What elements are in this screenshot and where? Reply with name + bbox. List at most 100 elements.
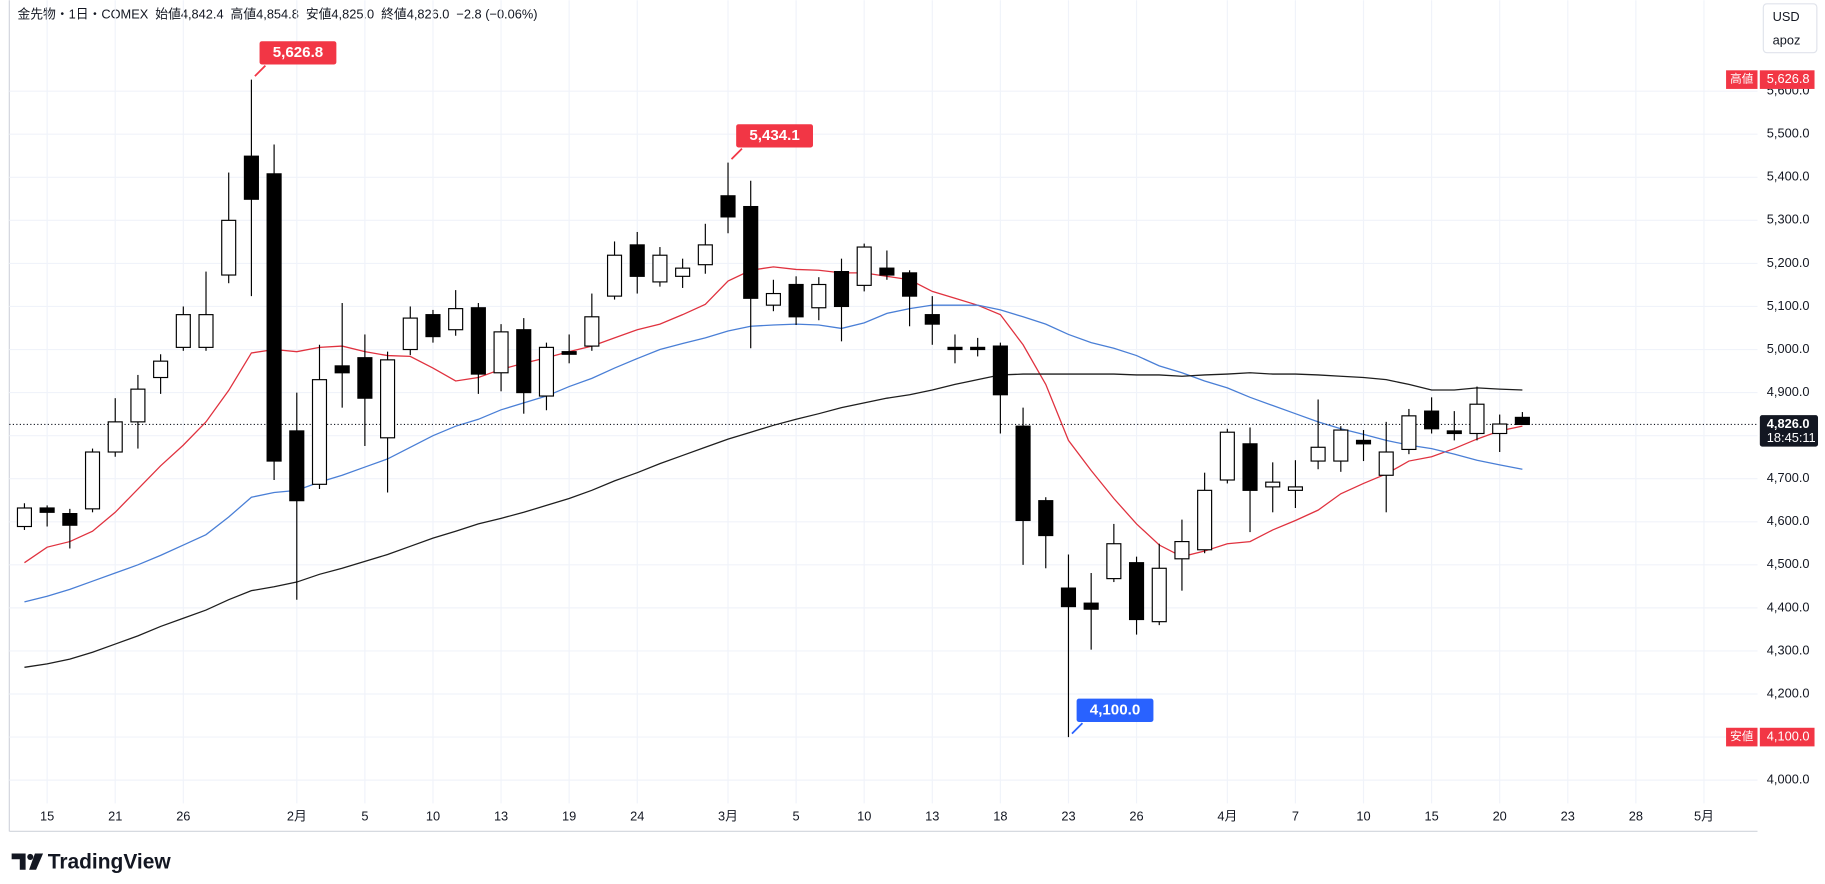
candle-body bbox=[425, 314, 441, 338]
candle-body bbox=[243, 155, 259, 200]
y-tick-label: 5,400.0 bbox=[1767, 169, 1810, 184]
x-tick-label: 24 bbox=[630, 809, 644, 824]
x-tick-label: 10 bbox=[1356, 809, 1370, 824]
x-tick-label: 20 bbox=[1493, 809, 1507, 824]
last-price-box bbox=[1759, 415, 1819, 447]
candle-body bbox=[1514, 416, 1530, 426]
price-tag-label: 5,626.8 bbox=[1767, 71, 1810, 86]
candle-body bbox=[720, 195, 736, 218]
candle-body bbox=[606, 254, 623, 297]
candle-body bbox=[221, 219, 237, 276]
candle-body bbox=[1333, 429, 1349, 462]
candle-body bbox=[561, 351, 577, 355]
price-tag-name: 高値 bbox=[1730, 72, 1754, 86]
candle-body bbox=[175, 314, 191, 348]
ohlc-value: 4,842.4 bbox=[181, 7, 224, 22]
candle-body bbox=[357, 357, 373, 399]
candle-body bbox=[1128, 562, 1145, 621]
y-tick-label: 5,100.0 bbox=[1767, 298, 1810, 313]
candle-body bbox=[130, 388, 146, 423]
y-tick-label: 4,300.0 bbox=[1767, 642, 1810, 657]
high-callout-box bbox=[736, 124, 813, 148]
candle-body bbox=[629, 244, 645, 277]
logo-mark bbox=[27, 853, 34, 860]
candle-body bbox=[652, 254, 668, 283]
candle-body bbox=[1015, 425, 1031, 522]
candle-body bbox=[1242, 443, 1258, 491]
logo-mark bbox=[29, 853, 44, 870]
candle-body bbox=[1083, 602, 1099, 610]
x-tick-label: 18 bbox=[993, 809, 1007, 824]
x-tick-label: 26 bbox=[176, 809, 190, 824]
x-tick-label: 26 bbox=[1129, 809, 1143, 824]
user[interactable]: apoz bbox=[1773, 32, 1801, 47]
x-tick-label: 23 bbox=[1061, 809, 1075, 824]
x-tick-label: 15 bbox=[1424, 809, 1438, 824]
y-tick-label: 4,400.0 bbox=[1767, 599, 1810, 614]
low-callout-pointer bbox=[1071, 722, 1084, 735]
change: −2.8 (−0.06%) bbox=[456, 7, 537, 22]
y-tick-label: 4,500.0 bbox=[1767, 556, 1810, 571]
ohlc-value: 4,854.8 bbox=[256, 7, 299, 22]
candle-body bbox=[584, 316, 600, 347]
x-tick-label: 5 bbox=[361, 809, 368, 824]
candle-body bbox=[1219, 431, 1235, 481]
y-tick-label: 4,700.0 bbox=[1767, 470, 1810, 485]
high-callout-pointer bbox=[730, 148, 743, 160]
x-tick-label: 13 bbox=[494, 809, 508, 824]
currency-box[interactable] bbox=[1762, 3, 1818, 54]
x-tick-label: 23 bbox=[1561, 809, 1575, 824]
high-callout-label: 5,434.1 bbox=[749, 127, 799, 144]
price-tag-name-box bbox=[1726, 70, 1758, 89]
currency[interactable]: USD bbox=[1773, 9, 1800, 24]
candle-body bbox=[1287, 486, 1303, 491]
candle-body bbox=[1492, 423, 1508, 435]
candle-body bbox=[84, 451, 101, 510]
candle-body bbox=[380, 359, 396, 439]
x-tick-label: 4月 bbox=[1217, 809, 1237, 824]
candle-body bbox=[107, 421, 123, 453]
candle-body bbox=[1469, 403, 1485, 435]
price-tag-box bbox=[1759, 727, 1815, 747]
moving-average bbox=[24, 372, 1523, 668]
candle-body bbox=[970, 346, 986, 351]
price-tag-name: 安値 bbox=[1730, 729, 1754, 743]
candle-body bbox=[879, 267, 895, 276]
logo bbox=[11, 853, 44, 870]
x-tick-label: 19 bbox=[562, 809, 576, 824]
candle-body bbox=[289, 430, 305, 502]
candle-body bbox=[1424, 410, 1440, 430]
ohlc-label: 安値 bbox=[306, 7, 332, 22]
candle-body bbox=[924, 314, 940, 325]
candle-body bbox=[811, 283, 827, 309]
x-tick-label: 7 bbox=[1292, 809, 1299, 824]
logo-mark bbox=[11, 853, 26, 870]
candle-body bbox=[947, 346, 963, 351]
candle-body bbox=[1265, 481, 1281, 488]
x-tick-label: 5 bbox=[793, 809, 800, 824]
x-tick-label: 10 bbox=[426, 809, 440, 824]
brand: TradingView bbox=[48, 850, 172, 873]
candle-body bbox=[833, 271, 850, 308]
ohlc-label: 高値 bbox=[231, 7, 257, 22]
y-tick-label: 4,600.0 bbox=[1767, 513, 1810, 528]
candle-body bbox=[697, 244, 713, 266]
candle-body bbox=[516, 329, 532, 394]
candle-body bbox=[1401, 415, 1417, 451]
y-tick-label: 5,200.0 bbox=[1767, 255, 1810, 270]
candle-body bbox=[39, 507, 55, 513]
candle-body bbox=[675, 267, 691, 277]
candle-body bbox=[153, 360, 169, 379]
candle-body bbox=[470, 307, 486, 375]
candle-body bbox=[992, 345, 1008, 396]
header: 金先物・1日・COMEX 始値4,842.4 高値4,854.8 安値4,825.0 終… bbox=[17, 7, 537, 22]
candle-body bbox=[743, 205, 759, 299]
y-tick-label: 4,000.0 bbox=[1767, 772, 1810, 787]
candle-body bbox=[311, 379, 328, 485]
high-callout-label: 5,626.8 bbox=[273, 44, 323, 61]
candle-body bbox=[1038, 500, 1054, 537]
candle-body bbox=[1060, 587, 1077, 608]
low-callout-label: 4,100.0 bbox=[1090, 701, 1140, 718]
ohlc-label: 始値 bbox=[155, 7, 181, 22]
